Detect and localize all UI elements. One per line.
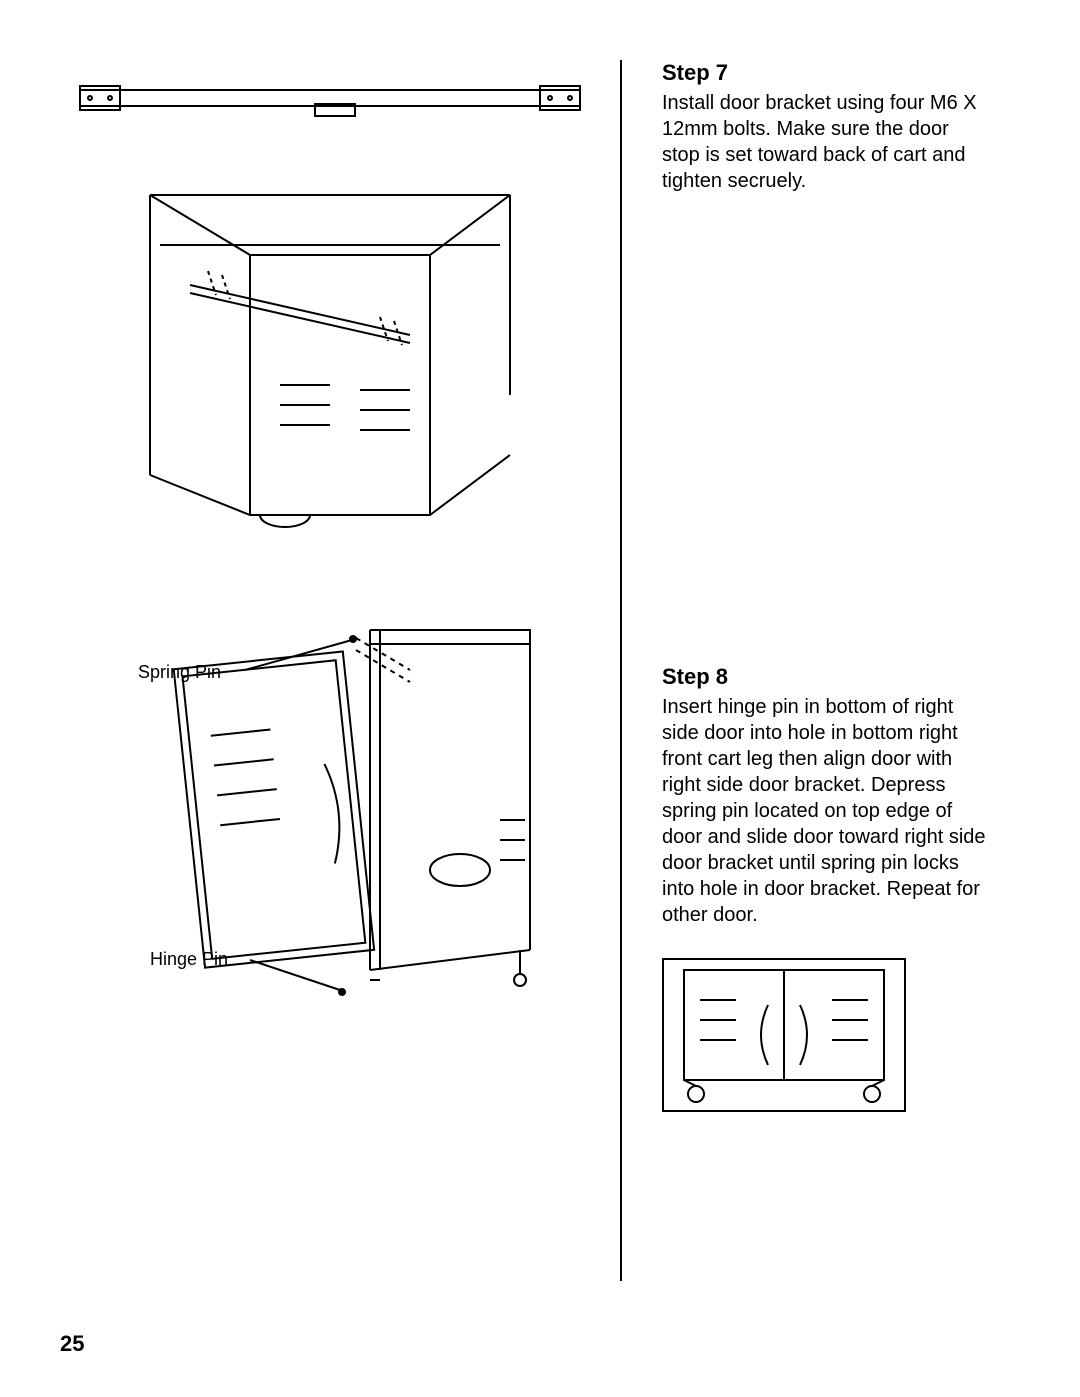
door-install-diagram: Spring Pin Hinge Pin [120,620,550,1040]
step7-heading: Step 7 [662,60,1020,86]
cart-bracket-install-diagram [130,175,530,535]
right-text-column: Step 7 Install door bracket using four M… [642,60,1020,1321]
step8-heading: Step 8 [662,664,1020,690]
spring-pin-label: Spring Pin [138,662,221,682]
completed-cart-thumbnail [662,958,906,1112]
page: Spring Pin Hinge Pin Step 7 Install door… [0,0,1080,1397]
hinge-pin-label: Hinge Pin [150,949,228,969]
page-number: 25 [60,1331,1020,1357]
column-divider [620,60,622,1281]
step8-body: Insert hinge pin in bottom of right side… [662,694,992,928]
step7-block: Step 7 Install door bracket using four M… [662,60,1020,194]
step8-block: Step 8 Insert hinge pin in bottom of rig… [662,664,1020,1117]
left-diagram-column: Spring Pin Hinge Pin [60,60,600,1321]
step7-body: Install door bracket using four M6 X 12m… [662,90,992,194]
bracket-bar-diagram [60,60,600,130]
content-row: Spring Pin Hinge Pin Step 7 Install door… [60,60,1020,1321]
steps-vertical-spacer [662,194,1020,664]
